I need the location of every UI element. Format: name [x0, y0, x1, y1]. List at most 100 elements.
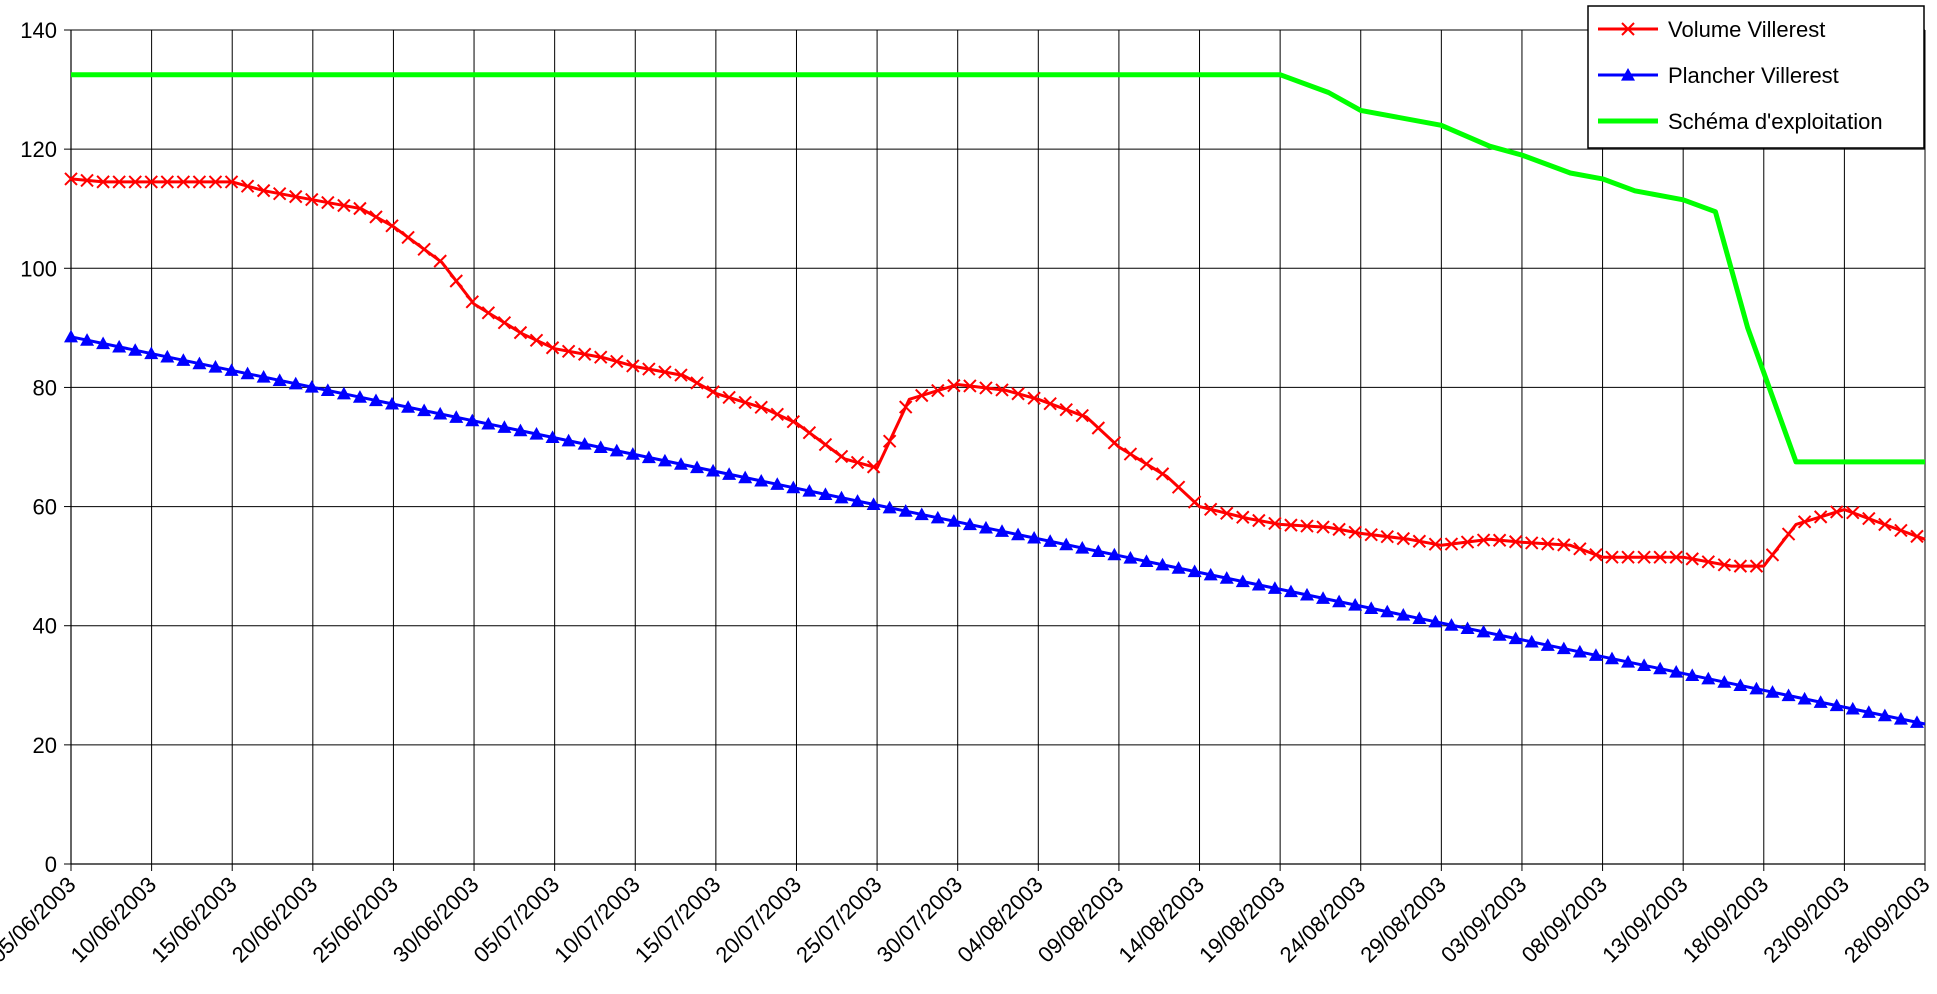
- data-point-marker: [529, 333, 544, 348]
- data-point-marker: [818, 487, 833, 500]
- x-tick-label: 20/06/2003: [227, 872, 323, 968]
- y-tick-label: 140: [20, 18, 57, 43]
- data-point-marker: [706, 385, 720, 399]
- data-point-marker: [802, 426, 817, 440]
- data-point-marker: [593, 440, 608, 454]
- data-point-marker: [1348, 597, 1363, 611]
- series-1: [64, 329, 1926, 728]
- data-point-marker: [1284, 518, 1298, 532]
- data-point-marker: [160, 349, 175, 363]
- data-point-marker: [1348, 525, 1362, 540]
- data-point-marker: [112, 339, 127, 353]
- x-tick-label: 13/09/2003: [1597, 872, 1693, 968]
- data-point-marker: [834, 449, 849, 464]
- data-point-marker: [882, 434, 897, 448]
- data-point-marker: [915, 388, 929, 403]
- data-point-marker: [786, 480, 801, 494]
- data-point-marker: [321, 195, 335, 210]
- data-point-marker: [770, 477, 785, 490]
- data-point-marker: [1187, 495, 1202, 509]
- data-point-marker: [674, 368, 688, 382]
- data-point-marker: [1412, 611, 1427, 625]
- data-point-marker: [224, 175, 239, 189]
- data-point-marker: [1268, 516, 1282, 531]
- data-point-marker: [64, 329, 78, 343]
- legend: Volume Villerest Plancher Villerest Schéma…: [1587, 5, 1925, 149]
- data-point-marker: [1027, 391, 1041, 405]
- data-point-marker: [1893, 711, 1908, 725]
- data-point-marker: [449, 274, 463, 288]
- series-line: [70, 177, 1926, 568]
- data-point-marker: [947, 378, 961, 393]
- data-point-marker: [128, 343, 143, 356]
- series-line: [71, 72, 1925, 465]
- data-point-marker: [577, 347, 592, 361]
- data-point-marker: [1396, 531, 1411, 546]
- data-point-marker: [1059, 537, 1074, 551]
- data-point-marker: [1781, 688, 1796, 702]
- data-point-marker: [641, 450, 656, 464]
- data-point-marker: [995, 524, 1010, 537]
- x-tick-label: 05/07/2003: [469, 872, 565, 968]
- data-point-marker: [385, 396, 400, 410]
- data-point-marker: [1396, 608, 1411, 621]
- data-point-marker: [754, 473, 769, 487]
- data-point-marker: [1203, 502, 1218, 517]
- data-point-marker: [1557, 538, 1571, 552]
- data-point-marker: [898, 504, 913, 517]
- data-point-marker: [1460, 621, 1475, 635]
- data-point-marker: [545, 430, 560, 443]
- data-point-marker: [256, 370, 271, 383]
- data-point-marker: [1364, 527, 1378, 542]
- data-point-marker: [352, 390, 367, 403]
- data-point-marker: [336, 386, 351, 400]
- legend-label: Plancher Villerest: [1668, 63, 1839, 88]
- series-0: [64, 172, 1926, 573]
- data-point-marker: [1220, 506, 1234, 520]
- data-point-marker: [561, 344, 576, 358]
- x-tick-label: 23/09/2003: [1758, 872, 1854, 968]
- data-point-marker: [1733, 678, 1748, 692]
- y-tick-label: 60: [33, 495, 57, 520]
- data-point-marker: [1589, 548, 1603, 562]
- legend-item: Schéma d'exploitation: [1598, 109, 1883, 134]
- data-point-marker: [1573, 542, 1587, 556]
- data-point-marker: [433, 406, 448, 420]
- data-point-marker: [272, 186, 287, 201]
- data-point-marker: [1556, 641, 1571, 655]
- data-point-marker: [1332, 522, 1346, 537]
- data-point-marker: [1894, 523, 1908, 538]
- data-point-marker: [240, 366, 255, 380]
- data-point-marker: [1492, 533, 1507, 547]
- legend-marker: [1621, 22, 1635, 36]
- data-point-marker: [176, 175, 191, 189]
- data-point-marker: [1878, 517, 1892, 532]
- data-point-marker: [1171, 561, 1186, 574]
- data-point-marker: [1508, 631, 1523, 645]
- data-point-marker: [642, 362, 656, 376]
- data-point-marker: [657, 453, 672, 467]
- data-point-marker: [1444, 618, 1459, 631]
- data-point-marker: [979, 381, 993, 395]
- data-point-marker: [1107, 547, 1122, 561]
- data-point-marker: [481, 306, 496, 320]
- data-point-marker: [1043, 534, 1058, 547]
- data-point-marker: [754, 400, 768, 415]
- data-point-marker: [786, 415, 801, 429]
- data-point-marker: [738, 395, 752, 410]
- legend-item: Volume Villerest: [1598, 17, 1825, 42]
- data-point-marker: [1669, 550, 1683, 564]
- data-point-marker: [1428, 614, 1443, 628]
- series-2: [71, 72, 1925, 465]
- data-point-marker: [160, 175, 175, 189]
- data-point-marker: [946, 514, 961, 527]
- data-point-marker: [1605, 550, 1619, 564]
- legend-marker: [1621, 68, 1635, 81]
- data-point-marker: [1508, 535, 1523, 549]
- data-point-marker: [1300, 519, 1314, 533]
- data-point-marker: [1861, 705, 1876, 718]
- data-point-marker: [625, 447, 640, 460]
- data-point-marker: [128, 175, 142, 189]
- data-point-marker: [1749, 681, 1764, 695]
